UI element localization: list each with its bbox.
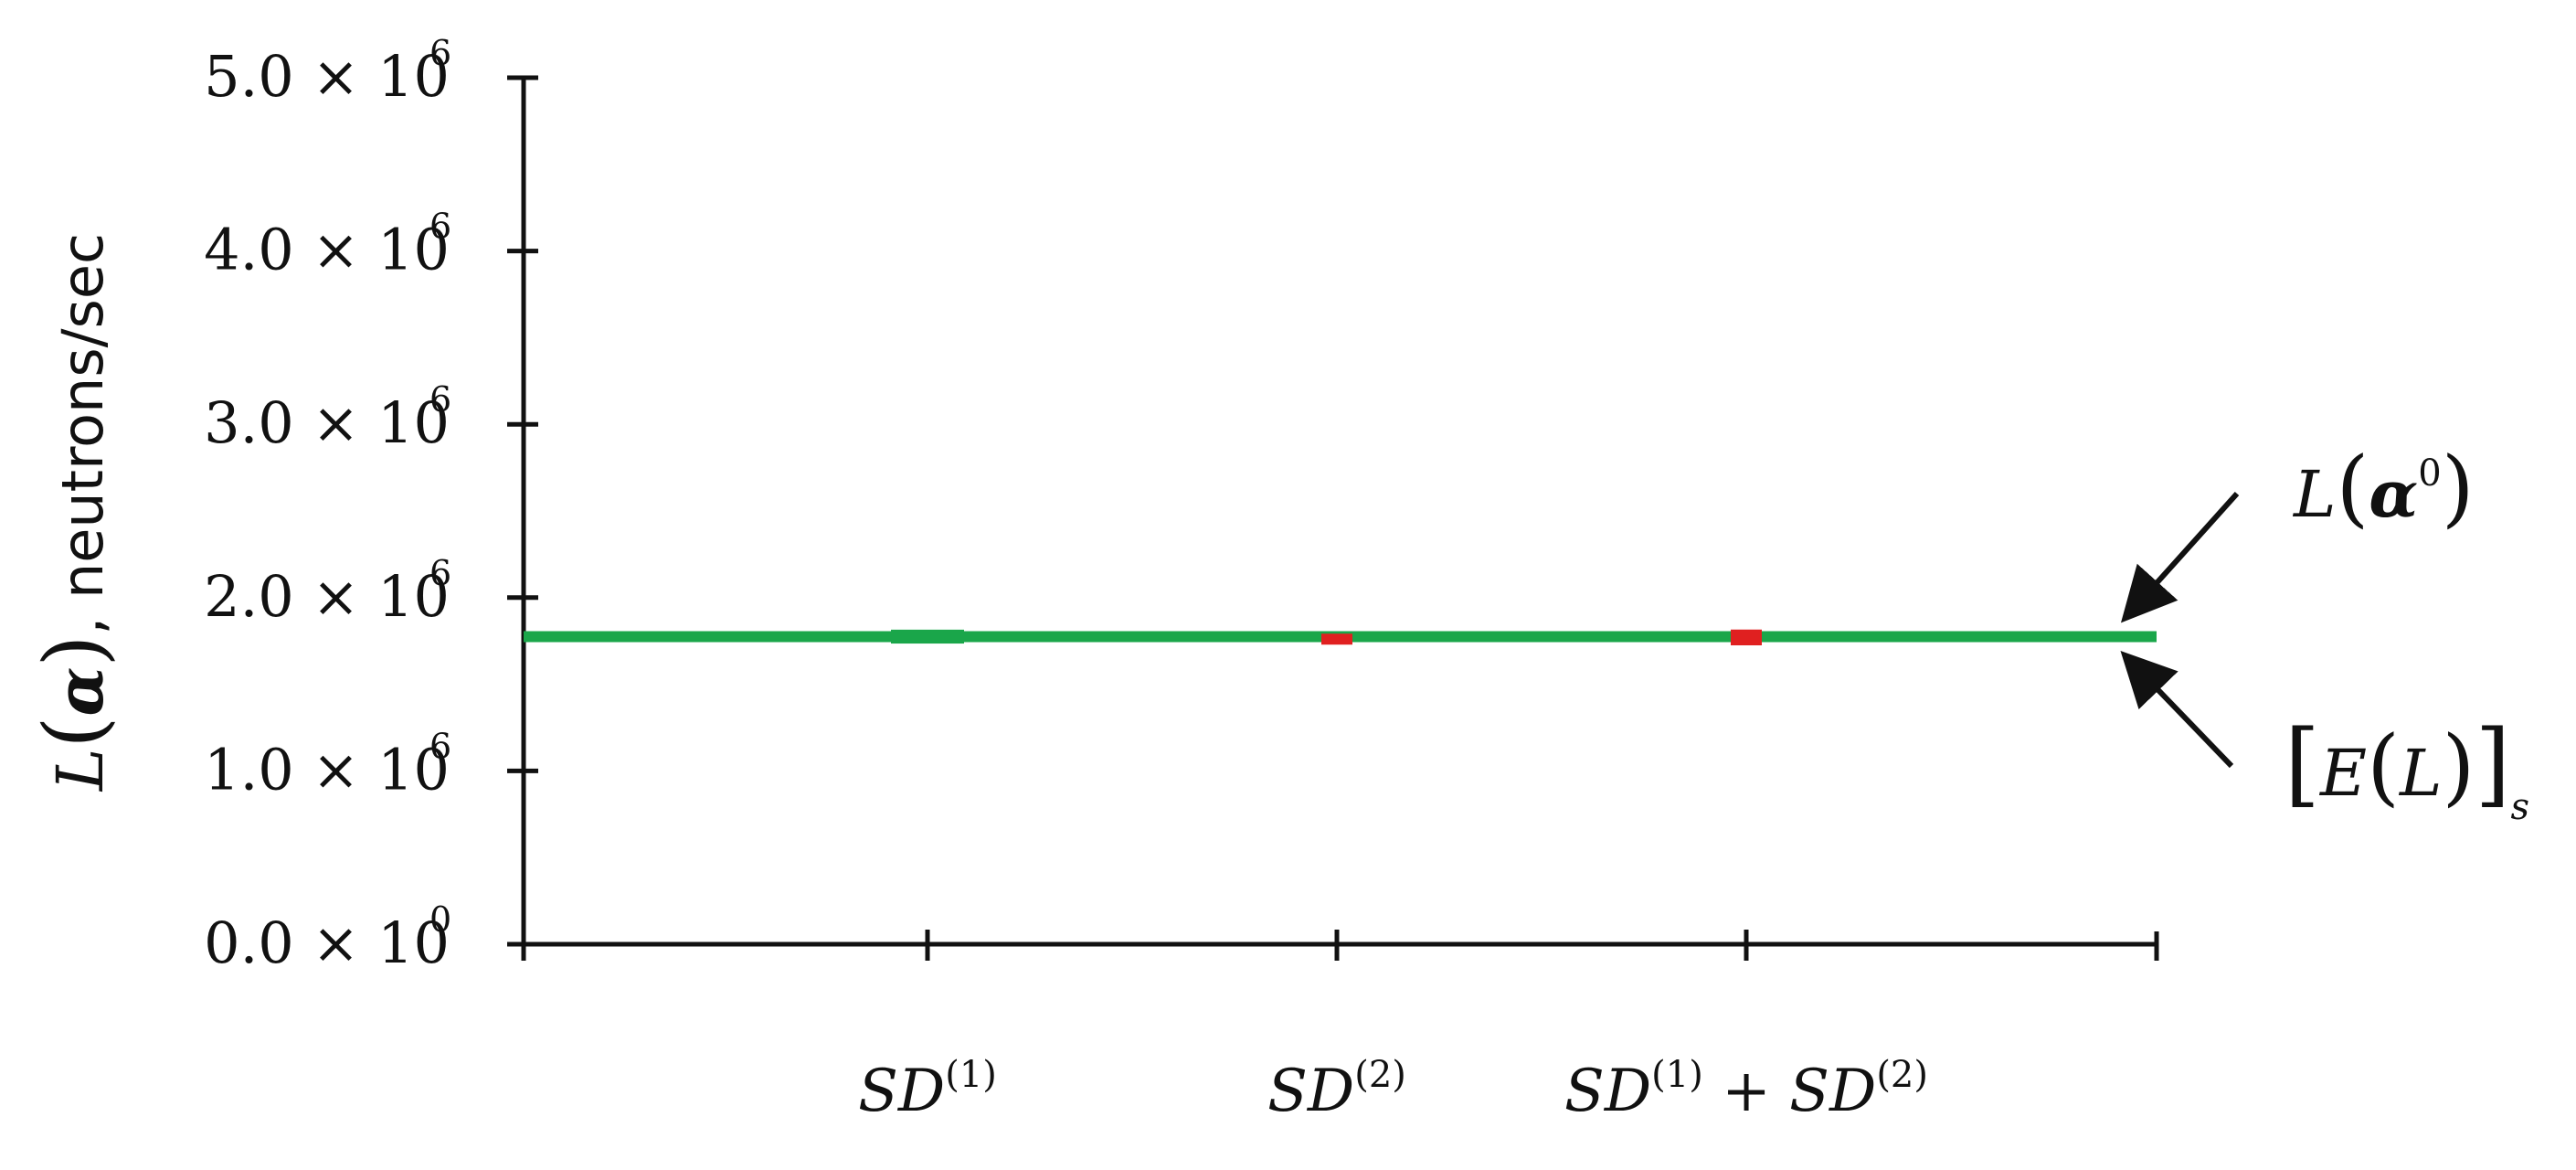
error-marker [1731,631,1762,644]
x-tick-label: SD(1) + SD(2) [1564,1054,1928,1125]
y-tick-label: 2.0 × 10 [204,563,450,630]
annotation-E-L-s: [E(L)]s [2284,710,2529,828]
y-tick-label: 0.0 × 10 [204,909,450,976]
error-marker [891,629,964,644]
y-tick-label: 5.0 × 10 [204,43,450,110]
x-ticks: SD(1) SD(2) SD(1) + SD(2) [858,930,1928,1125]
y-tick-exponent: 0 [429,899,451,940]
y-axis-label: L(α), neutrons/sec [27,233,122,792]
y-tick-exponent: 6 [429,553,451,593]
y-tick-label: 3.0 × 10 [204,389,450,456]
x-tick-label: SD(1) [858,1054,997,1125]
annotation-arrow-lower [2120,651,2234,769]
y-tick-exponent: 6 [429,379,451,420]
annotation-arrow-upper [2120,491,2240,623]
x-tick-label: SD(2) [1267,1054,1406,1125]
data-markers [891,629,1762,646]
annotation-L-alpha0: L(α0) [2292,439,2475,537]
y-axis-label-text: L(α), neutrons/sec [27,233,122,792]
annotations: L(α0) [E(L)]s [2120,439,2529,828]
axes [521,78,2159,961]
y-tick-label: 1.0 × 10 [204,736,450,803]
y-tick-label: 4.0 × 10 [204,217,450,283]
y-tick-exponent: 6 [429,207,451,247]
y-tick-exponent: 6 [429,726,451,766]
y-tick-exponent: 6 [429,33,451,73]
error-marker [1321,635,1352,644]
